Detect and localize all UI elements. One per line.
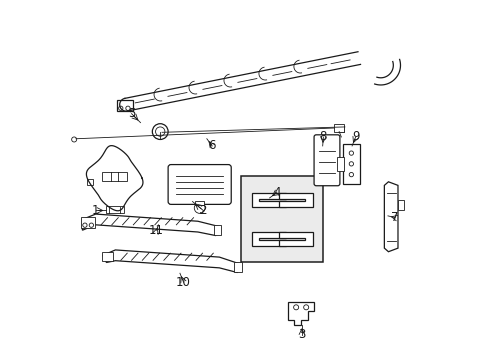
Bar [337, 157, 343, 171]
Bar [333, 124, 344, 132]
Bar [81, 217, 95, 228]
Circle shape [348, 151, 353, 155]
Polygon shape [251, 232, 285, 246]
Polygon shape [278, 232, 312, 246]
Circle shape [72, 137, 77, 142]
Text: 11: 11 [149, 224, 164, 237]
Circle shape [303, 305, 308, 310]
Bar [86, 179, 93, 185]
Text: 1: 1 [92, 204, 99, 217]
Text: 8: 8 [319, 130, 326, 144]
Circle shape [155, 127, 164, 136]
Polygon shape [102, 250, 241, 273]
Polygon shape [287, 302, 313, 325]
Text: 10: 10 [176, 276, 191, 289]
Text: 3: 3 [298, 328, 305, 341]
FancyBboxPatch shape [313, 135, 339, 186]
Polygon shape [251, 193, 285, 207]
Text: 7: 7 [390, 211, 398, 224]
Text: 6: 6 [208, 139, 216, 152]
Polygon shape [278, 193, 312, 207]
FancyBboxPatch shape [168, 165, 231, 204]
Polygon shape [82, 214, 219, 235]
Polygon shape [384, 182, 397, 252]
Circle shape [348, 162, 353, 166]
Bar [397, 200, 404, 211]
Bar [102, 252, 112, 261]
Bar [234, 262, 241, 272]
Circle shape [82, 223, 87, 227]
Circle shape [89, 223, 93, 227]
Circle shape [194, 203, 204, 213]
Circle shape [293, 305, 298, 310]
Circle shape [152, 124, 168, 139]
Bar [105, 206, 123, 213]
Circle shape [125, 106, 130, 111]
Text: 5: 5 [127, 107, 135, 120]
Text: 4: 4 [272, 186, 280, 199]
Text: 2: 2 [199, 204, 206, 217]
Bar [214, 225, 221, 235]
Bar [241, 176, 323, 262]
Text: 9: 9 [351, 130, 359, 144]
Bar [337, 126, 344, 132]
Bar [195, 201, 203, 205]
Circle shape [119, 106, 122, 111]
Bar [342, 144, 359, 184]
Bar [102, 172, 127, 181]
Bar [117, 100, 133, 111]
Circle shape [348, 172, 353, 177]
